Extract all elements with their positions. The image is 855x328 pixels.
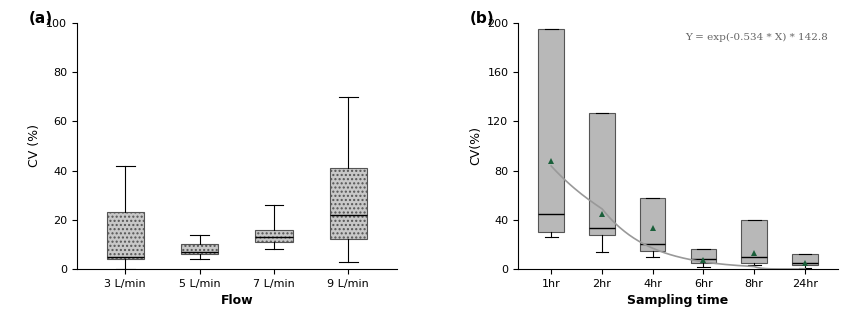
PathPatch shape <box>691 249 716 263</box>
X-axis label: Sampling time: Sampling time <box>628 294 728 307</box>
X-axis label: Flow: Flow <box>221 294 253 307</box>
PathPatch shape <box>589 113 615 235</box>
PathPatch shape <box>256 230 292 242</box>
PathPatch shape <box>181 244 218 254</box>
PathPatch shape <box>330 168 367 239</box>
Y-axis label: CV(%): CV(%) <box>469 127 481 165</box>
PathPatch shape <box>793 254 817 265</box>
PathPatch shape <box>107 213 144 259</box>
PathPatch shape <box>741 220 767 263</box>
PathPatch shape <box>640 197 665 251</box>
Text: (a): (a) <box>29 10 53 26</box>
PathPatch shape <box>539 29 563 232</box>
Text: Y = exp(-0.534 * X) * 142.8: Y = exp(-0.534 * X) * 142.8 <box>686 33 828 42</box>
Text: (b): (b) <box>470 10 495 26</box>
Y-axis label: CV (%): CV (%) <box>27 124 41 168</box>
